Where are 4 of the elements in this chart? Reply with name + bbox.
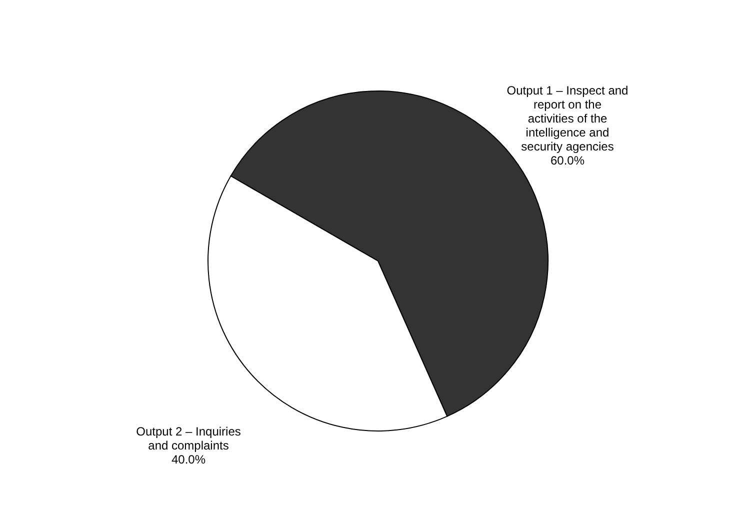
data-label: 60.0%	[550, 153, 585, 168]
slice-label: Output 1 – Inspect and report on the activities of the intelligence and security agencies	[506, 83, 628, 154]
slice-label: Output 2 – Inquiries and complaints	[136, 424, 241, 453]
data-label: 40.0%	[171, 452, 206, 467]
